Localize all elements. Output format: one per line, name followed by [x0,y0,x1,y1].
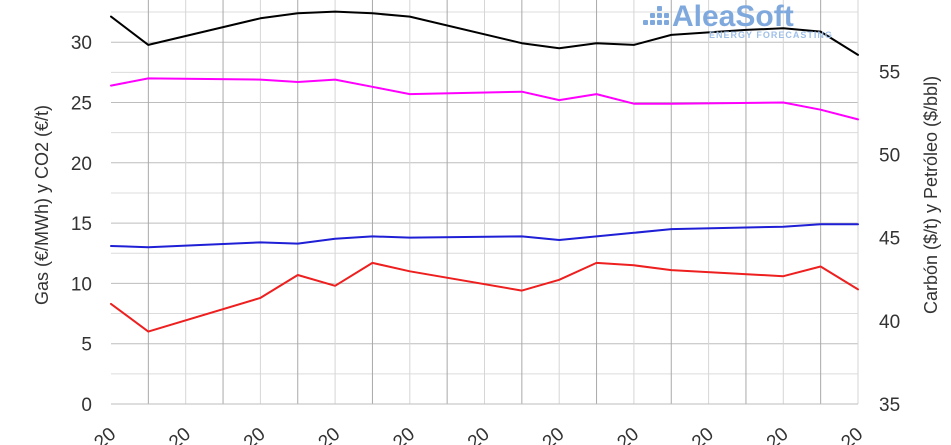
x-axis-ticks: 20 20 20 20 20 20 20 20 20 20 20 [91,424,868,445]
x-tick-label: 20 [389,424,419,445]
aleasoft-logo: AleaSoft ENERGY FORECASTING [643,0,833,40]
left-tick-label: 15 [71,214,92,235]
left-axis-title: Gas (€/MWh) y CO2 (€/t) [32,105,52,305]
x-tick-label: 20 [464,424,494,445]
x-tick-label: 20 [165,424,195,445]
x-tick-label: 20 [315,424,345,445]
series-line-4 [110,261,859,333]
right-tick-label: 50 [879,146,900,167]
right-tick-label: 35 [879,395,900,416]
logo-dots-icon [643,6,669,25]
x-tick-label: 20 [838,424,868,445]
x-tick-label: 20 [539,424,569,445]
left-tick-label: 20 [71,154,92,175]
chart-series [110,10,859,333]
x-tick-label: 20 [763,424,793,445]
left-axis-ticks: 0 5 10 15 20 25 30 [71,33,92,416]
left-tick-label: 30 [71,33,92,54]
x-tick-label: 20 [613,424,643,445]
x-tick-label: 20 [688,424,718,445]
x-tick-label: 20 [240,424,270,445]
series-line-2 [110,77,859,121]
left-tick-label: 10 [71,274,92,295]
series-line-1 [110,10,859,56]
right-tick-label: 45 [879,229,900,250]
x-tick-label: 20 [91,424,121,445]
logo-text: AleaSoft [672,0,794,33]
logo-tagline: ENERGY FORECASTING [709,30,833,40]
right-axis-ticks: 35 40 45 50 55 [879,62,900,416]
right-tick-label: 55 [879,62,900,83]
right-axis-title: Carbón ($/t) y Petróleo ($/bbl) [921,76,941,314]
left-tick-label: 5 [81,335,92,356]
series-line-3 [110,223,859,249]
left-tick-label: 0 [81,395,92,416]
chart-grid [111,0,859,405]
right-tick-label: 40 [879,312,900,333]
left-tick-label: 25 [71,94,92,115]
